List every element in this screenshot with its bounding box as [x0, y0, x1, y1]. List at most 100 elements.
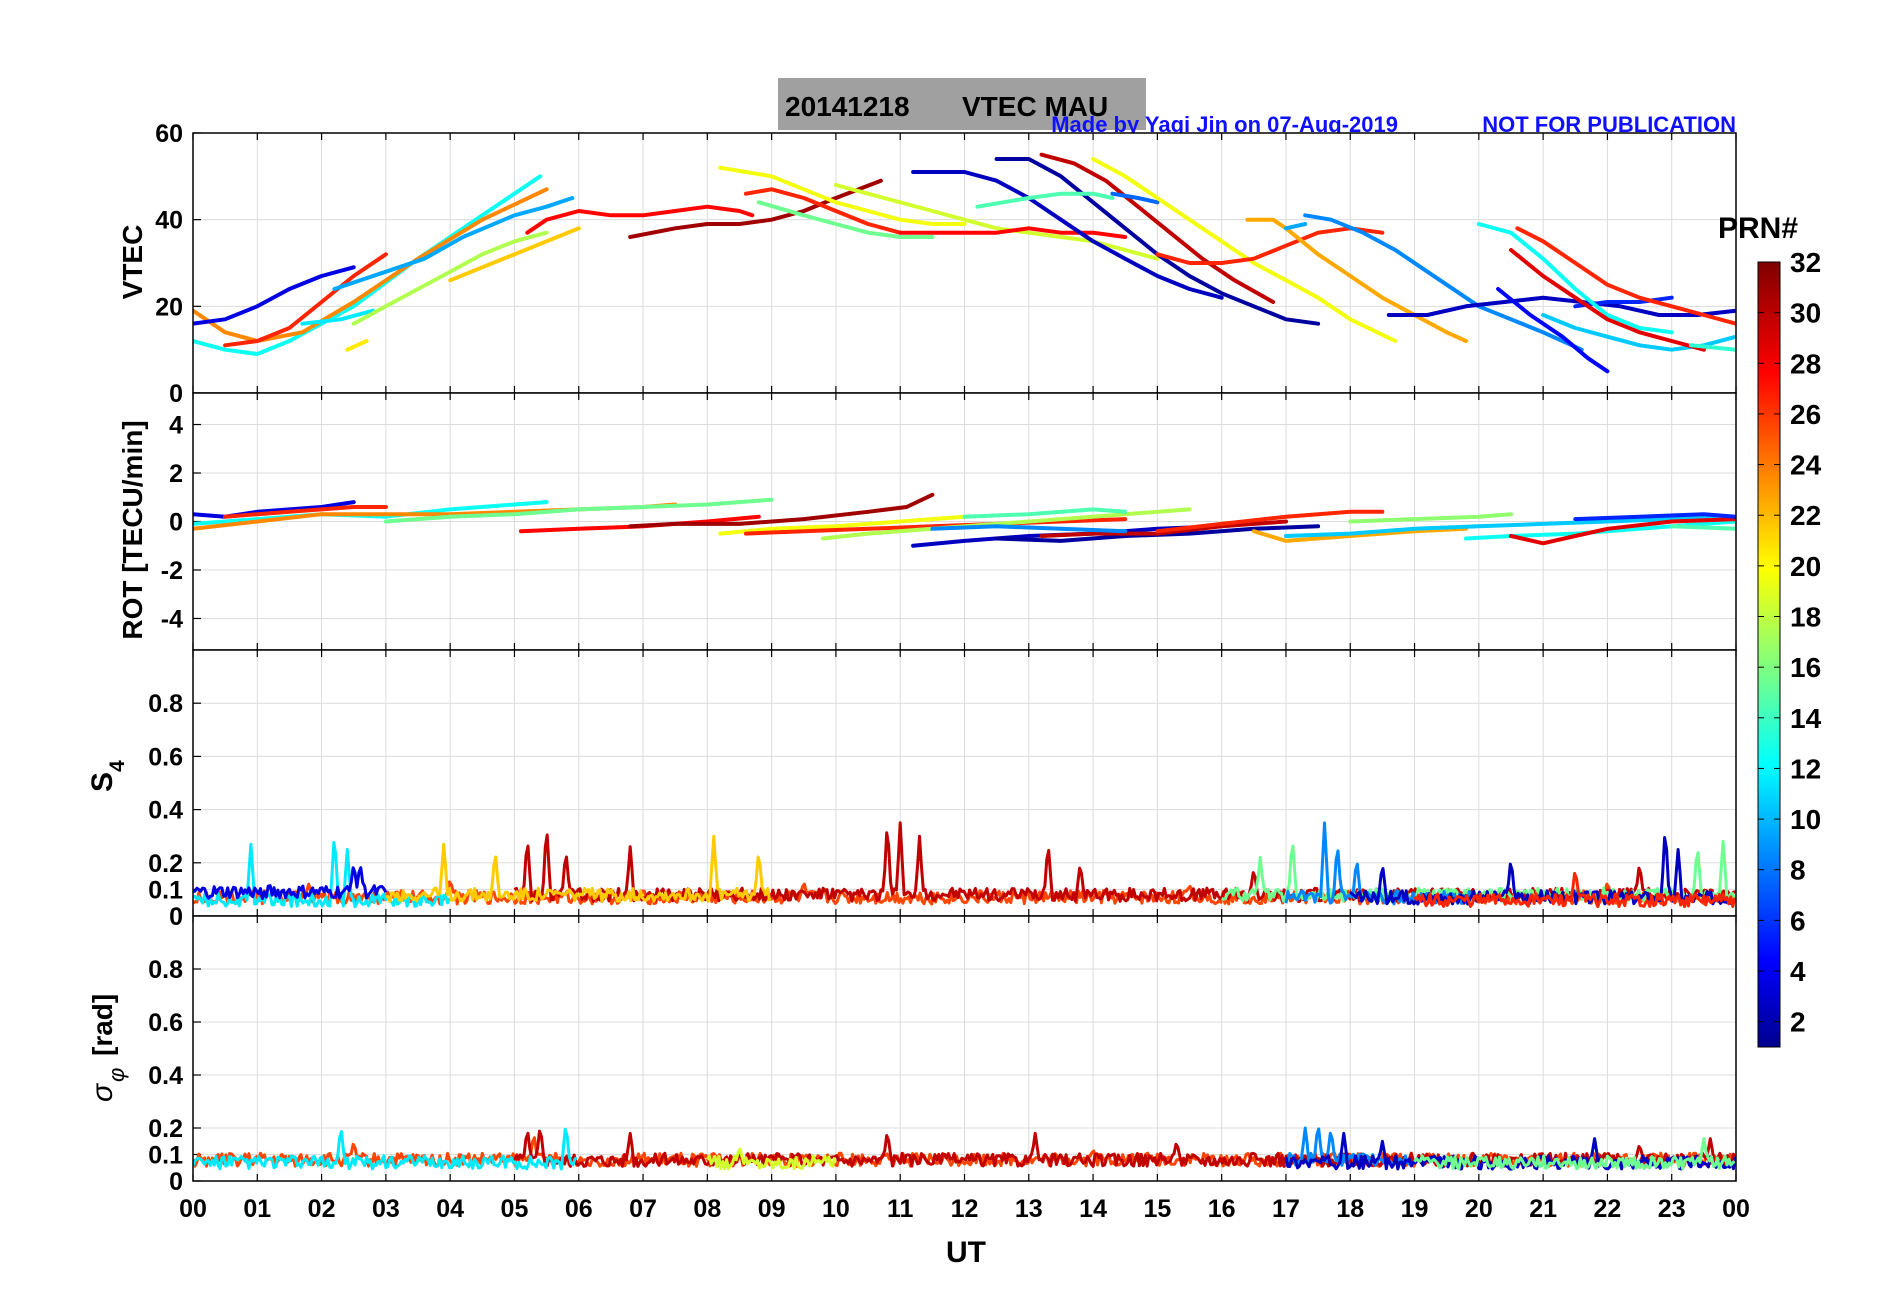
series-line-prn-30: [1039, 152, 1276, 304]
colorbar-tick-label: 12: [1790, 753, 1821, 784]
series-line-prn-27: [223, 505, 388, 519]
s4-ylabel-main: S: [86, 772, 119, 792]
series-line-prn-10: [1284, 222, 1308, 231]
series-line-prn-13: [1464, 519, 1736, 541]
colorbar-tick-label: 24: [1790, 450, 1822, 481]
y-tick-label: -2: [161, 557, 183, 585]
series-trace-prn-16: [1413, 1137, 1736, 1171]
series-trace-prn-12: [193, 840, 451, 909]
title-date: 20141218: [785, 91, 910, 122]
y-tick-label: -4: [161, 605, 183, 633]
series-line-prn-29: [1509, 248, 1706, 352]
y-tick-label: 0.2: [148, 1115, 183, 1143]
sigma-phi-panel: 00.10.2 0.4 0.6 0.8 00 01 02 03 04 05 06 07 08 09 10 11…: [148, 915, 1750, 1223]
vtec-panel: 0 20 40 60: [155, 120, 1737, 408]
x-axis-label: UT: [946, 1236, 986, 1269]
series-line-prn-21: [345, 339, 369, 352]
x-tick-label: 09: [758, 1195, 786, 1223]
series-trace-prn-27: [1413, 871, 1736, 909]
colorbar-tick-label: 10: [1790, 804, 1821, 835]
x-tick-label: 21: [1529, 1195, 1557, 1223]
title-box: [778, 78, 1146, 130]
series-line-prn-8: [1110, 191, 1160, 205]
series-trace-prn-12: [193, 1127, 578, 1171]
y-tick-label: 2: [169, 460, 183, 488]
series-line-prn-3: [1386, 295, 1736, 317]
rot-panel: -4 -2 0 2 4: [161, 392, 1737, 651]
series-trace-prn-22: [385, 834, 772, 903]
x-tick-label: 18: [1336, 1195, 1364, 1223]
y-tick-label: 40: [155, 207, 183, 235]
series-line-prn-24: [193, 187, 549, 343]
sigma-ylabel-main: σ: [86, 1082, 119, 1102]
series-trace-prn-3: [1349, 836, 1735, 906]
colorbar-tick-label: 20: [1790, 551, 1821, 582]
series-line-prn-22: [448, 226, 581, 283]
series-line-prn-12: [300, 308, 375, 326]
series-line-prn-20: [718, 514, 967, 536]
series-line-prn-15: [975, 191, 1115, 209]
series-line-prn-4: [193, 265, 356, 326]
colorbar-tick-label: 30: [1790, 298, 1821, 329]
series-group: [193, 821, 1736, 909]
series-line-prn-6: [1573, 512, 1736, 522]
series-line-prn-28: [898, 226, 1128, 239]
series-group: [193, 1126, 1736, 1171]
series-line-prn-19: [833, 183, 1160, 261]
vtec-ylabel: VTEC: [117, 225, 148, 300]
series-trace-prn-9: [1284, 821, 1479, 906]
colorbar-tick-label: 18: [1790, 602, 1821, 633]
x-tick-label: 20: [1465, 1195, 1493, 1223]
y-tick-label: 20: [155, 293, 183, 321]
x-tick-label: 15: [1143, 1195, 1171, 1223]
rot-ylabel: ROT [TECU/min]: [117, 420, 148, 639]
x-tick-label: 08: [693, 1195, 721, 1223]
colorbar-tick-label: 4: [1790, 956, 1806, 987]
s4-ylabel: S 4: [86, 760, 129, 792]
series-line-prn-29: [1509, 517, 1736, 546]
colorbar-tick-label: 8: [1790, 855, 1806, 886]
series-group: [193, 492, 1736, 548]
x-tick-label: 02: [308, 1195, 336, 1223]
y-tick-label: 0.8: [148, 956, 183, 984]
series-line-prn-15: [1669, 524, 1736, 531]
colorbar-label: PRN#: [1718, 212, 1798, 245]
colorbar-tick-label: 14: [1790, 703, 1822, 734]
x-tick-label: 05: [501, 1195, 529, 1223]
x-tick-label: 19: [1401, 1195, 1429, 1223]
y-tick-label: 4: [169, 412, 183, 440]
series-line-prn-13: [1476, 222, 1674, 335]
s4-panel: 00.10.2 0.4 0.6 0.8: [148, 649, 1737, 931]
series-line-prn-9: [1303, 213, 1584, 352]
series-line-prn-27: [223, 252, 388, 348]
y-tick-label: 0.6: [148, 1009, 183, 1037]
colorbar-tick-label: 28: [1790, 348, 1821, 379]
axes-frame: [192, 915, 1737, 1182]
x-tick-label: 00: [1722, 1195, 1750, 1223]
y-tick-label: 0.1: [148, 1142, 183, 1170]
series-line-prn-23: [1245, 217, 1468, 343]
series-line-prn-14: [1689, 343, 1736, 352]
x-tick-label: 01: [243, 1195, 271, 1223]
series-line-prn-27: [1155, 226, 1385, 265]
series-line-prn-20: [718, 165, 967, 226]
series-line-prn-27: [1515, 226, 1736, 326]
y-tick-label: 0.4: [148, 1062, 183, 1090]
x-tick-label: 17: [1272, 1195, 1300, 1223]
x-tick-label: 14: [1079, 1195, 1107, 1223]
series-line-prn-20: [1091, 157, 1398, 343]
series-line-prn-9: [930, 524, 1128, 534]
series-line-prn-4: [193, 500, 356, 519]
series-trace-prn-19: [705, 1147, 837, 1171]
s4-ylabel-sub: 4: [106, 760, 129, 772]
colorbar-tick-label: 2: [1790, 1007, 1806, 1038]
x-tick-label: 16: [1208, 1195, 1236, 1223]
y-tick-label: 60: [155, 120, 183, 148]
sigma-ylabel-sub: φ: [104, 1068, 129, 1082]
series-line-prn-3: [911, 170, 1224, 300]
colorbar-tick-label: 32: [1790, 247, 1821, 278]
y-tick-label: 0.8: [148, 690, 183, 718]
series-line-prn-28: [525, 204, 755, 235]
series-trace-prn-9: [1284, 1126, 1414, 1167]
